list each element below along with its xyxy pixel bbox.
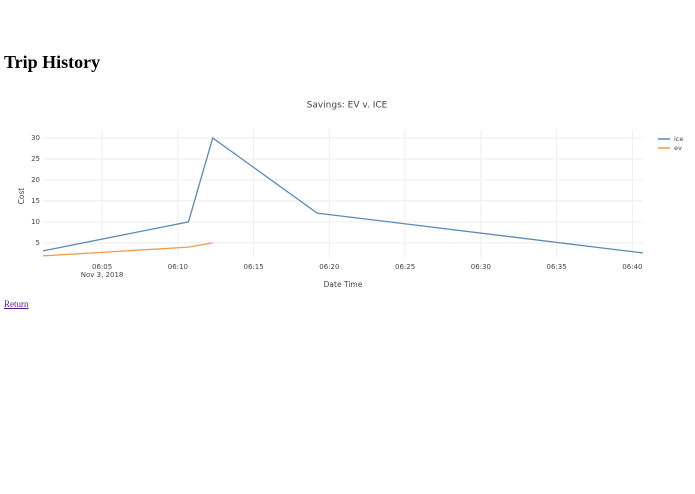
line-series <box>42 242 213 257</box>
x-tick-label: 06:20 <box>319 263 339 271</box>
y-tick-label: 25 <box>31 155 40 163</box>
y-tick-label: 10 <box>31 218 40 226</box>
x-axis-title: Date Time <box>324 280 363 289</box>
x-tick-label: 06:30 <box>471 263 491 271</box>
legend-label: ev <box>674 144 682 152</box>
y-tick-label: 30 <box>31 134 40 142</box>
y-axis-title: Cost <box>17 188 26 205</box>
x-tick-label: 06:10 <box>168 263 188 271</box>
x-date-label: Nov 3, 2018 <box>81 271 124 279</box>
y-tick-label: 20 <box>31 176 40 184</box>
x-tick-label: 06:15 <box>244 263 264 271</box>
page-heading: Trip History <box>4 52 101 72</box>
legend-label: ice <box>674 135 683 143</box>
y-tick-label: 5 <box>36 239 40 247</box>
return-link[interactable]: Return <box>4 299 29 309</box>
x-tick-label: 06:35 <box>547 263 567 271</box>
line-series <box>42 136 644 254</box>
x-tick-label: 06:25 <box>395 263 415 271</box>
x-tick-label: 06:40 <box>622 263 642 271</box>
chart-title: Savings: EV v. ICE <box>307 101 388 111</box>
chart: Savings: EV v. ICE Date Time Cost 5 10 15 2… <box>17 101 683 290</box>
y-tick-label: 15 <box>31 197 40 205</box>
x-tick-label: 06:05 <box>92 263 112 271</box>
